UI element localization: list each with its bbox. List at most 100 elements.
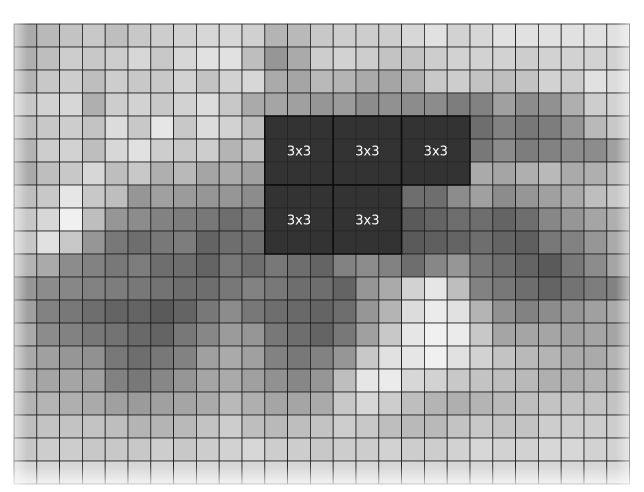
grid-cell [264, 460, 288, 485]
grid-cell [423, 322, 448, 347]
block-cell [310, 230, 334, 255]
grid-cell [173, 253, 197, 278]
grid-cell [446, 69, 471, 94]
grid-cell [469, 253, 494, 278]
grid-cell [515, 276, 539, 301]
grid-cell [378, 391, 402, 416]
grid-cell [378, 437, 402, 462]
grid-cell [59, 253, 83, 278]
grid-cell [59, 345, 83, 370]
block-cell [332, 184, 357, 209]
grid-cell [492, 207, 516, 232]
grid-cell [36, 460, 60, 485]
grid-cell [195, 322, 220, 347]
grid-cell [538, 460, 562, 485]
grid-cell [59, 368, 83, 393]
grid-cell [606, 115, 630, 140]
grid-cell [150, 161, 175, 186]
block-cell [355, 161, 380, 186]
grid-cell [560, 23, 585, 48]
grid-cell [309, 299, 334, 324]
grid-cell [59, 299, 83, 324]
grid-cell [538, 437, 562, 462]
grid-cell [127, 299, 152, 324]
grid-cell [378, 46, 402, 71]
grid-cell [423, 345, 448, 370]
block-cell [378, 184, 402, 209]
grid-cell [606, 345, 630, 370]
grid-cell [583, 391, 608, 416]
grid-cell [150, 322, 175, 347]
grid-cell [59, 437, 83, 462]
grid-cell [469, 322, 494, 347]
grid-cell [104, 460, 129, 485]
grid-cell [36, 437, 60, 462]
grid-cell [378, 345, 402, 370]
grid-cell [127, 253, 152, 278]
grid-cell [492, 69, 516, 94]
grid-cell [59, 230, 83, 255]
grid-cell [446, 276, 471, 301]
grid-cell [332, 92, 357, 117]
grid-cell [583, 138, 608, 163]
grid-cell [583, 23, 608, 48]
grid-cell [309, 460, 334, 485]
grid-cell [195, 276, 220, 301]
grid-cell [401, 23, 425, 48]
grid-cell [36, 276, 60, 301]
grid-cell [583, 69, 608, 94]
grid-cell [287, 368, 311, 393]
grid-cell [469, 276, 494, 301]
grid-cell [104, 46, 129, 71]
grid-cell [515, 184, 539, 209]
grid-cell [241, 391, 266, 416]
grid-cell [332, 69, 357, 94]
grid-cell [150, 299, 175, 324]
grid-cell [36, 230, 60, 255]
grid-cell [104, 207, 129, 232]
block-cell [310, 184, 334, 209]
grid-cell [378, 368, 402, 393]
grid-cell [469, 437, 494, 462]
grid-cell [560, 345, 585, 370]
grid-cell [401, 207, 425, 232]
grid-cell [173, 230, 197, 255]
grid-cell [241, 161, 266, 186]
grid-cell [218, 115, 243, 140]
grid-cell [355, 23, 380, 48]
grid-cell [560, 207, 585, 232]
block-cell [310, 161, 334, 186]
block-cell [332, 207, 357, 232]
grid-cell [82, 414, 106, 439]
grid-cell [378, 276, 402, 301]
grid-cell [606, 368, 630, 393]
grid-cell [82, 253, 106, 278]
block-cell [401, 115, 425, 140]
grid-cell [355, 299, 380, 324]
grid-cell [104, 253, 129, 278]
grid-cell [538, 161, 562, 186]
grid-cell [469, 184, 494, 209]
grid-cell [36, 345, 60, 370]
grid-cell [401, 92, 425, 117]
grid-cell [82, 368, 106, 393]
grid-cell [150, 253, 175, 278]
grid-cell [538, 299, 562, 324]
block-label: 3x3 [355, 145, 379, 160]
grid-cell [309, 368, 334, 393]
grid-cell [401, 276, 425, 301]
grid-cell [583, 299, 608, 324]
grid-cell [218, 184, 243, 209]
grid-cell [82, 345, 106, 370]
block-cell [378, 138, 402, 163]
grid-cell [150, 414, 175, 439]
grid-cell [195, 437, 220, 462]
block-cell [424, 115, 448, 140]
grid-cell [13, 299, 38, 324]
grid-cell [150, 138, 175, 163]
grid-cell [332, 299, 357, 324]
grid-cell [59, 46, 83, 71]
grid-cell [423, 23, 448, 48]
grid-cell [59, 414, 83, 439]
grid-cell [378, 92, 402, 117]
